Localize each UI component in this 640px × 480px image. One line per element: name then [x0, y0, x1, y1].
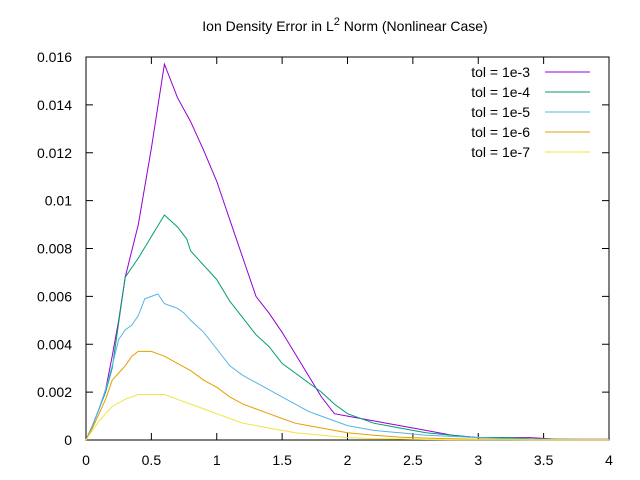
- chart-title-prefix: Ion Density Error in L: [202, 18, 334, 34]
- x-tick-label: 1: [213, 452, 221, 468]
- y-tick-label: 0.004: [37, 336, 72, 352]
- series-line-5: [85, 394, 609, 441]
- legend: tol = 1e-3 tol = 1e-4 tol = 1e-5 tol = 1e-6…: [471, 64, 590, 160]
- x-tick-label: 0.5: [142, 452, 162, 468]
- y-tick-label: 0.002: [37, 384, 72, 400]
- y-tick-label: 0.016: [37, 49, 72, 65]
- x-tick-label: 3.5: [534, 452, 554, 468]
- legend-label: tol = 1e-7: [471, 144, 530, 160]
- legend-label: tol = 1e-3: [471, 64, 530, 80]
- series-line-1: [85, 62, 609, 441]
- chart-title: Ion Density Error in L2 Norm (Nonlinear …: [202, 16, 487, 34]
- y-tick-label: 0.01: [45, 193, 72, 209]
- y-tick-label: 0.006: [37, 288, 72, 304]
- y-tick-label: 0.008: [37, 241, 72, 257]
- x-tick-label: 3: [474, 452, 482, 468]
- legend-label: tol = 1e-4: [471, 84, 530, 100]
- series-line-2: [85, 214, 609, 441]
- y-tick-label: 0.012: [37, 145, 72, 161]
- x-tick-label: 1.5: [272, 452, 292, 468]
- x-tick-label: 0: [82, 452, 90, 468]
- y-tick-label: 0: [64, 432, 72, 448]
- x-tick-label: 2: [344, 452, 352, 468]
- legend-label: tol = 1e-6: [471, 124, 530, 140]
- plot-frame: [85, 56, 610, 441]
- chart-title-superscript: 2: [334, 16, 340, 28]
- series-line-4: [85, 350, 609, 441]
- y-tick-label: 0.014: [37, 97, 72, 113]
- legend-label: tol = 1e-5: [471, 104, 530, 120]
- x-tick-label: 2.5: [403, 452, 423, 468]
- series-line-3: [85, 293, 609, 441]
- chart-title-suffix: Norm (Nonlinear Case): [340, 18, 488, 34]
- axes: 0 0.5 1 1.5 2 2.5 3 3.5 4 0 0.002 0.004 0.006 0.008 0.…: [37, 49, 613, 468]
- x-tick-label: 4: [605, 452, 613, 468]
- series-layer: [85, 62, 609, 441]
